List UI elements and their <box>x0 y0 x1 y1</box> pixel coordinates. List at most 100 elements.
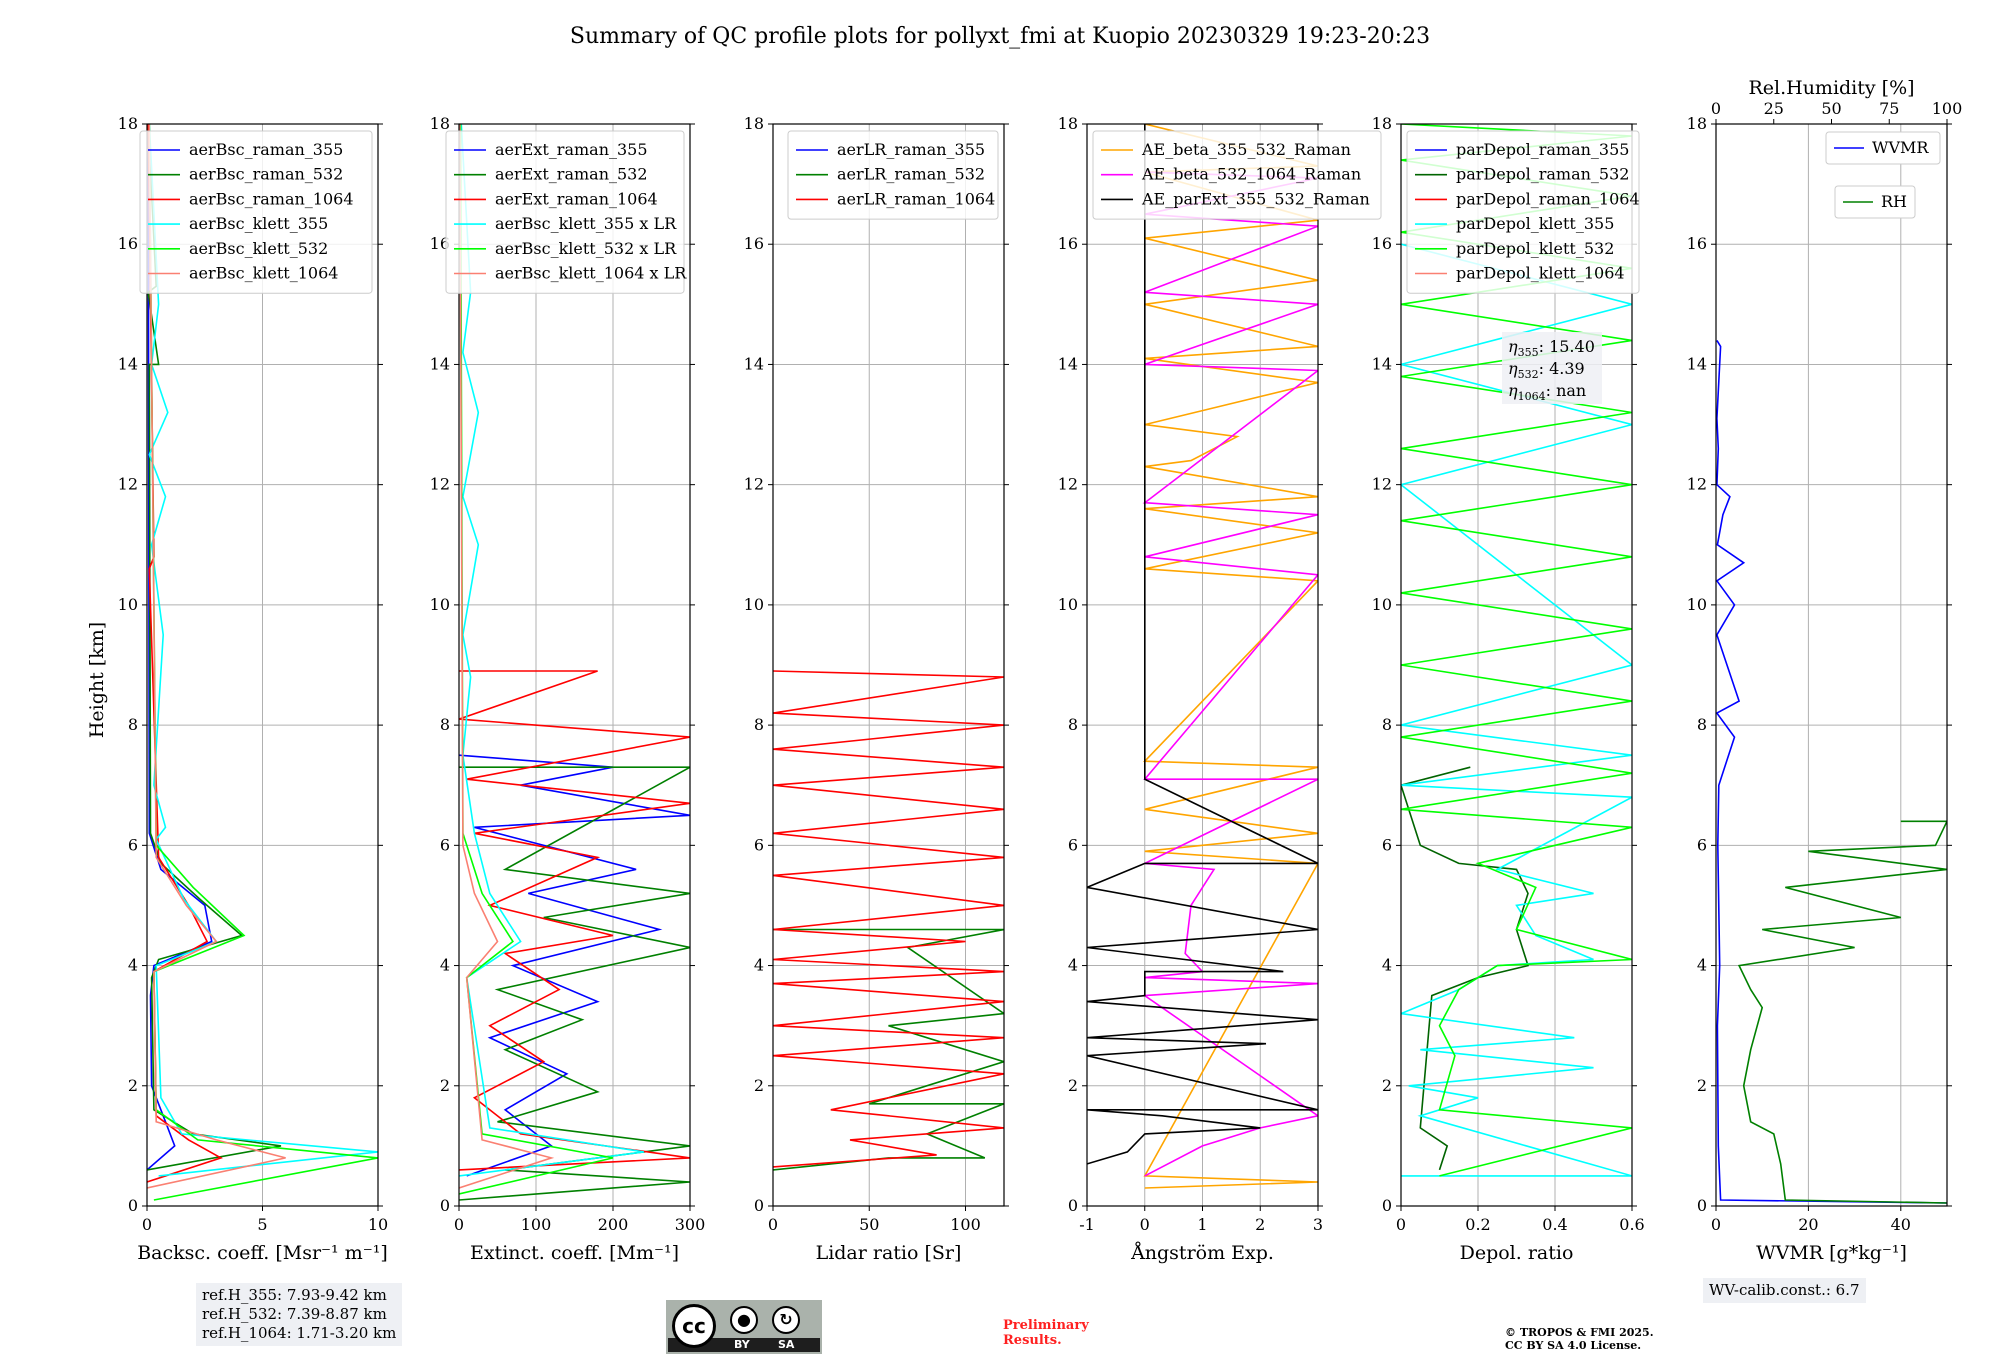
top-x-tick-label: 75 <box>1879 99 1899 118</box>
y-tick-label: 16 <box>118 234 138 253</box>
y-tick-label: 14 <box>744 354 764 373</box>
y-tick-label: 8 <box>1382 715 1392 734</box>
series-line-aerBsc_klett_355 <box>148 124 378 1177</box>
series-line-aerExt_raman_355 <box>459 754 690 1177</box>
legend: aerLR_raman_355 aerLR_raman_532 aerLR_rama… <box>787 130 999 220</box>
x-axis-label: Lidar ratio [Sr] <box>816 1242 962 1264</box>
legend-label: aerLR_raman_532 <box>837 165 985 184</box>
x-tick-label: 300 <box>675 1215 706 1234</box>
refh-355: ref.H_355: 7.93-9.42 km <box>202 1286 387 1304</box>
preliminary-note: Preliminary Results. <box>1003 1318 1089 1348</box>
x-tick-label: 0.2 <box>1465 1215 1490 1234</box>
preliminary-line-2: Results. <box>1003 1333 1062 1348</box>
series-line-AE_beta_355_532_Raman <box>1142 124 1318 1189</box>
series-line-WVMR <box>1716 339 1947 1204</box>
y-tick-label: 16 <box>1058 234 1078 253</box>
y-tick-label: 4 <box>1068 956 1078 975</box>
x-tick-label: 5 <box>257 1215 267 1234</box>
x-tick-label: 0.6 <box>1619 1215 1644 1234</box>
y-tick-label: 16 <box>744 234 764 253</box>
x-axis-label: Ångström Exp. <box>1130 1242 1274 1264</box>
x-tick-label: 100 <box>521 1215 552 1234</box>
series-line-aerBsc_klett_532 x LR <box>459 124 614 1195</box>
annotation-line: η532: 4.39 <box>1508 359 1585 381</box>
series-line-aerBsc_klett_1064 <box>147 124 286 1189</box>
legend-label: aerBsc_klett_532 x LR <box>495 239 677 258</box>
legend-label: aerLR_raman_1064 <box>837 189 995 208</box>
y-tick-label: 10 <box>1687 595 1707 614</box>
copyright-line-1: © TROPOS & FMI 2025. <box>1505 1326 1654 1339</box>
y-tick-label: 18 <box>1687 114 1707 133</box>
series-group <box>1087 124 1318 1189</box>
top-x-tick-label: 50 <box>1821 99 1841 118</box>
legend-label: aerBsc_raman_532 <box>189 165 343 184</box>
y-tick-label: 14 <box>1372 354 1392 373</box>
legend-label: aerExt_raman_1064 <box>495 189 658 208</box>
x-tick-label: 0.4 <box>1542 1215 1567 1234</box>
legend-box <box>1406 130 1640 294</box>
y-tick-label: 12 <box>430 475 450 494</box>
cc-license-badge[interactable]: cc ● ↻ BY SA <box>666 1300 822 1354</box>
y-tick-label: 12 <box>118 475 138 494</box>
panel-5: 0 0.2 0.4 0.6 0 2 4 6 8 10 12 14 16 18 Depol. ratio par… <box>1372 114 1645 1264</box>
legend-box <box>787 130 999 220</box>
y-tick-label: 10 <box>744 595 764 614</box>
legend-label: aerBsc_klett_1064 <box>189 264 338 283</box>
series-group <box>1716 339 1947 1204</box>
y-tick-label: 8 <box>440 715 450 734</box>
annotation-box <box>1502 332 1602 404</box>
y-tick-label: 12 <box>1687 475 1707 494</box>
legend-label: aerExt_raman_532 <box>495 165 648 184</box>
annotation-line: η355: 15.40 <box>1508 337 1595 359</box>
x-axis-label: WVMR [g*kg⁻¹] <box>1756 1242 1907 1264</box>
x-tick-label: 20 <box>1798 1215 1818 1234</box>
y-tick-label: 2 <box>128 1076 138 1095</box>
cc-logo-icon: cc <box>672 1304 716 1348</box>
y-tick-label: 4 <box>754 956 764 975</box>
y-tick-label: 16 <box>430 234 450 253</box>
legend-label: parDepol_raman_1064 <box>1456 189 1640 208</box>
axes-frame <box>772 123 1005 1207</box>
series-group <box>459 124 690 1201</box>
copyright-note: © TROPOS & FMI 2025. CC BY SA 4.0 Licens… <box>1505 1326 1654 1352</box>
x-tick-label: 2 <box>1255 1215 1265 1234</box>
legend-label: aerBsc_raman_1064 <box>189 189 354 208</box>
y-tick-label: 14 <box>118 354 138 373</box>
legend: aerExt_raman_355 aerExt_raman_532 aerExt_r… <box>445 130 687 294</box>
y-tick-label: 18 <box>1372 114 1392 133</box>
legend-label: RH <box>1881 192 1907 211</box>
x-tick-label: 0 <box>1140 1215 1150 1234</box>
legend: AE_beta_355_532_Raman AE_beta_532_1064_Ra… <box>1092 130 1382 220</box>
y-tick-label: 0 <box>440 1196 450 1215</box>
y-tick-label: 16 <box>1372 234 1392 253</box>
y-tick-label: 4 <box>1697 956 1707 975</box>
legend-label: aerExt_raman_355 <box>495 140 648 159</box>
y-tick-label: 0 <box>1697 1196 1707 1215</box>
x-tick-label: 0 <box>1396 1215 1406 1234</box>
axes-frame <box>458 123 691 1207</box>
legend-label: WVMR <box>1872 138 1929 157</box>
top-x-tick-label: 0 <box>1711 99 1721 118</box>
series-line-aerBsc_raman_1064 <box>147 124 223 1183</box>
panel-2: 0 100 200 300 0 2 4 6 8 10 12 14 16 18 Extinct. coeff.… <box>430 114 706 1264</box>
legend: aerBsc_raman_355 aerBsc_raman_532 aerBsc_r… <box>139 130 373 294</box>
series-group <box>147 124 378 1201</box>
x-tick-label: 0 <box>454 1215 464 1234</box>
legend-label: aerBsc_klett_355 x LR <box>495 214 677 233</box>
series-line-aerBsc_klett_355 x LR <box>459 124 644 1177</box>
x-tick-label: 1 <box>1197 1215 1207 1234</box>
y-tick-label: 2 <box>1697 1076 1707 1095</box>
x-tick-label: 0 <box>1711 1215 1721 1234</box>
cc-sa-arrow-icon: ↻ <box>772 1306 800 1334</box>
axes-frame <box>1400 123 1633 1207</box>
legend-label: aerBsc_klett_355 <box>189 214 328 233</box>
legend-label: aerBsc_klett_532 <box>189 239 328 258</box>
legend-box <box>445 130 685 294</box>
legend-box <box>1092 130 1382 220</box>
y-tick-label: 0 <box>1068 1196 1078 1215</box>
cc-by-person-icon: ● <box>730 1306 758 1334</box>
legend-label: parDepol_raman_532 <box>1456 165 1629 184</box>
y-tick-label: 10 <box>430 595 450 614</box>
panel-3: 0 50 100 0 2 4 6 8 10 12 14 16 18 Lidar ratio [Sr] aer… <box>744 114 1009 1264</box>
